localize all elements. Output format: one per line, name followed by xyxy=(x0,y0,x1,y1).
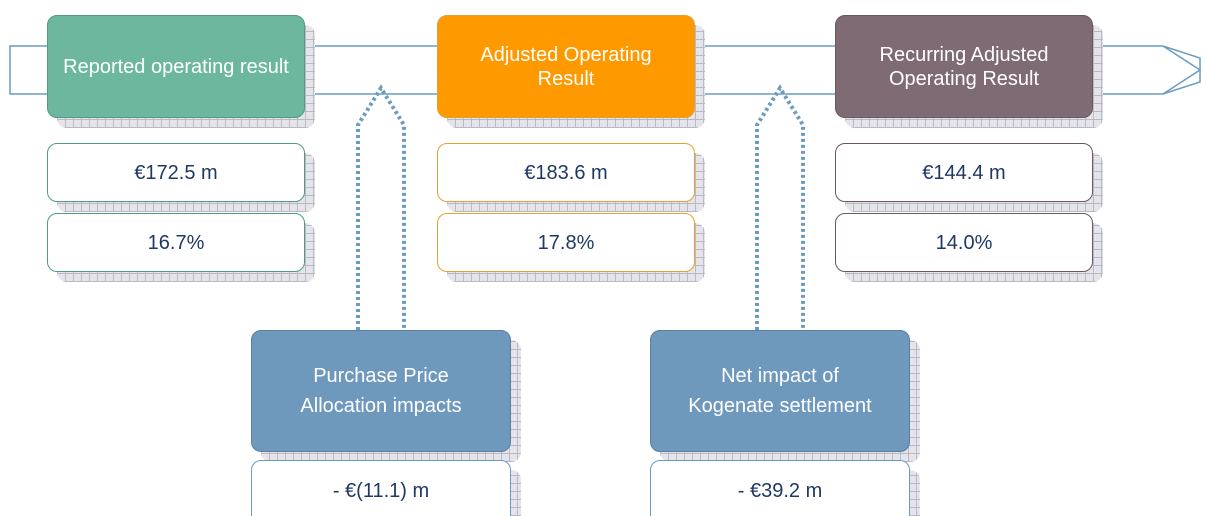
stage-title-text: Recurring Adjusted Operating Result xyxy=(879,43,1049,90)
stage-margin-text: 14.0% xyxy=(935,231,993,254)
adjustment-value: - €39.2 m xyxy=(650,460,910,516)
adjustment-value: - €(11.1) m xyxy=(251,460,511,516)
stage-title: Recurring Adjusted Operating Result xyxy=(835,15,1093,118)
stage-title: Reported operating result xyxy=(47,15,305,118)
adjustment-title: Purchase Price Allocation impacts xyxy=(251,330,511,452)
adjustment-title-text: Purchase Price Allocation impacts xyxy=(300,365,462,417)
stage-margin: 14.0% xyxy=(835,213,1093,272)
adjustment-value-text: - €39.2 m xyxy=(737,480,823,502)
adjustment-value-text: - €(11.1) m xyxy=(332,480,430,502)
stage-value: €183.6 m xyxy=(437,143,695,202)
dotted-arrow xyxy=(755,84,805,330)
stage-margin-text: 16.7% xyxy=(147,231,205,254)
stage-title-text: Adjusted Operating Result xyxy=(480,43,652,90)
stage-margin: 17.8% xyxy=(437,213,695,272)
stage-value-text: €183.6 m xyxy=(524,161,608,184)
stage-margin-text: 17.8% xyxy=(537,231,595,254)
stage-value-text: €144.4 m xyxy=(922,161,1006,184)
stage-title: Adjusted Operating Result xyxy=(437,15,695,118)
stage-title-text: Reported operating result xyxy=(63,55,289,78)
stage-margin: 16.7% xyxy=(47,213,305,272)
stage-value: €144.4 m xyxy=(835,143,1093,202)
adjustment-title: Net impact of Kogenate settlement xyxy=(650,330,910,452)
stage-value-text: €172.5 m xyxy=(134,161,218,184)
arrow-tip xyxy=(1162,45,1202,95)
adjustment-title-text: Net impact of Kogenate settlement xyxy=(688,365,872,417)
dotted-arrow xyxy=(356,84,406,330)
stage-value: €172.5 m xyxy=(47,143,305,202)
